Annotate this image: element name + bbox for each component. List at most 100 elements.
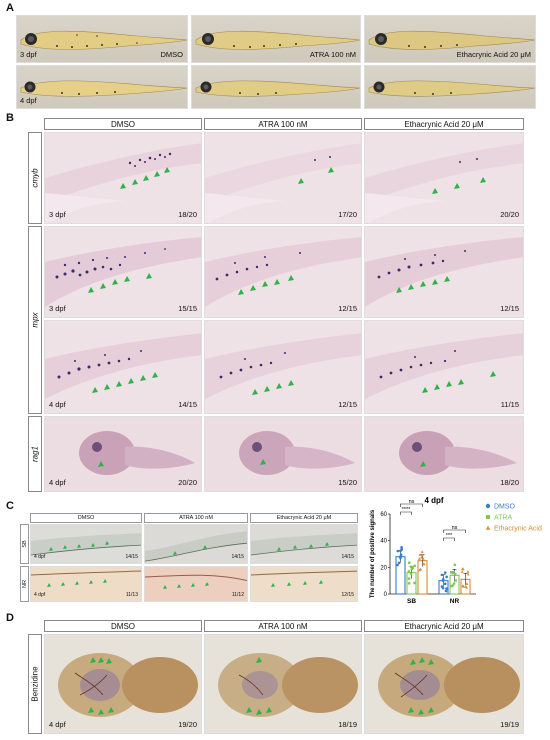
data-point — [420, 553, 424, 557]
x-tick-label: NR — [450, 598, 460, 605]
data-point — [407, 582, 411, 585]
data-point — [453, 573, 457, 576]
legend-marker — [485, 503, 491, 509]
y-tick-label: 0 — [384, 592, 388, 598]
panel-a-image-3dpf-atra: ATRA 100 nM — [191, 15, 361, 63]
panel-c-image-nr-dmso: 4 dpf 11/13 — [30, 566, 142, 602]
benzidine-image-dmso: 4 dpf 19/20 — [44, 634, 202, 734]
column-header-dmso: DMSO — [44, 118, 202, 130]
data-point — [465, 582, 469, 585]
ratio-label: 20/20 — [178, 478, 197, 487]
data-point — [454, 579, 458, 582]
panel-label-a: A — [6, 2, 14, 14]
ish-illustration — [205, 237, 361, 307]
panel-a-image-4dpf-dmso: 4 dpf — [16, 65, 188, 109]
x-tick-label: SB — [407, 598, 416, 605]
data-point — [421, 557, 425, 560]
ratio-label: 17/20 — [338, 210, 357, 219]
embryo-illustration — [378, 653, 520, 717]
data-point — [445, 575, 448, 579]
ish-illustration — [79, 431, 195, 475]
panel-label-b: B — [6, 112, 14, 124]
legend-marker — [485, 525, 491, 530]
larva-illustration — [195, 30, 360, 50]
stage-label: 4 dpf — [49, 400, 66, 409]
data-point — [460, 570, 464, 573]
data-point — [466, 570, 470, 573]
stage-label: 4 dpf — [34, 554, 46, 560]
data-point — [418, 553, 422, 556]
data-point — [461, 567, 464, 570]
panel-d-header-dmso: DMSO — [44, 620, 202, 632]
larva-illustration — [20, 80, 187, 97]
ratio-label: 14/15 — [125, 554, 138, 560]
embryo-illustration — [58, 653, 198, 717]
data-point — [396, 549, 400, 553]
ratio-label: 12/15 — [338, 304, 357, 313]
data-point — [409, 565, 413, 568]
data-point — [420, 555, 423, 559]
ish-image-mpx-4dpf-ethacrynic: 11/15 — [364, 320, 524, 414]
panel-label-c: C — [6, 500, 14, 512]
panel-a-image-4dpf-atra — [191, 65, 361, 109]
stage-label: 4 dpf — [49, 478, 66, 487]
positive-signals-chart: 4 dpf The number of positive signals 0 20… — [370, 496, 542, 605]
ratio-label: 14/15 — [341, 554, 354, 560]
data-point — [451, 584, 455, 587]
data-point — [413, 564, 416, 568]
data-point — [464, 585, 468, 588]
significance-label: ns — [409, 499, 415, 505]
panel-c-header-ethacrynic: Ethacrynic Acid 20 μM — [250, 513, 358, 523]
ratio-label: 12/15 — [500, 304, 519, 313]
panel-a-image-3dpf-dmso: 3 dpf DMSO — [16, 15, 188, 63]
data-point — [441, 578, 445, 581]
ratio-label: 18/20 — [178, 210, 197, 219]
vessel-illustration — [31, 570, 141, 587]
row-label-sb: SB — [20, 524, 29, 564]
panel-label-d: D — [6, 612, 14, 624]
ratio-label: 12/15 — [338, 400, 357, 409]
data-point — [409, 572, 413, 575]
larva-illustration — [368, 80, 535, 97]
ish-image-mpx-4dpf-dmso: 4 dpf 14/15 — [44, 320, 202, 414]
ish-image-cmyb-ethacrynic: 20/20 — [364, 132, 524, 224]
benzidine-image-atra: 18/19 — [204, 634, 362, 734]
data-point — [410, 567, 414, 571]
panel-c-image-nr-atra: 11/12 — [144, 566, 248, 602]
ish-image-cmyb-atra: 17/20 — [204, 132, 362, 224]
ish-image-rag1-dmso: 4 dpf 20/20 — [44, 416, 202, 492]
significance-bracket — [400, 503, 423, 507]
column-header-atra: ATRA 100 nM — [204, 118, 362, 130]
ish-illustration — [205, 333, 361, 399]
data-point — [420, 550, 424, 553]
data-point — [422, 562, 426, 566]
benzidine-image-ethacrynic: 19/19 — [364, 634, 524, 734]
data-point — [396, 563, 399, 567]
data-point — [443, 582, 447, 586]
data-point — [417, 557, 421, 560]
panel-a-image-4dpf-ethacrynic — [364, 65, 536, 109]
vessel-illustration — [31, 533, 141, 556]
ratio-label: 18/19 — [338, 720, 357, 729]
ish-illustration — [45, 143, 201, 223]
row-label-nr: NR — [20, 566, 29, 602]
data-point — [399, 555, 403, 558]
condition-label: Ethacrynic Acid 20 μM — [456, 50, 531, 59]
ish-image-rag1-atra: 15/20 — [204, 416, 362, 492]
chart-ylabel: The number of positive signals — [370, 509, 376, 598]
condition-label: ATRA 100 nM — [309, 50, 356, 59]
larva-illustration — [368, 30, 535, 50]
ratio-label: 11/15 — [500, 400, 519, 409]
panel-a-image-3dpf-ethacrynic: Ethacrynic Acid 20 μM — [364, 15, 536, 63]
gene-label-mpx: mpx — [28, 226, 42, 414]
significance-label: **** — [402, 507, 411, 513]
data-point — [466, 572, 470, 576]
data-point — [453, 563, 457, 567]
panel-c-image-sb-atra: 14/15 — [144, 524, 248, 564]
ish-illustration — [365, 143, 523, 223]
ish-illustration — [45, 237, 201, 307]
significance-bracket — [443, 537, 455, 541]
ratio-label: 11/13 — [125, 592, 138, 598]
panel-c-image-sb-ethacrynic: 14/15 — [250, 524, 358, 564]
data-point — [462, 585, 466, 588]
